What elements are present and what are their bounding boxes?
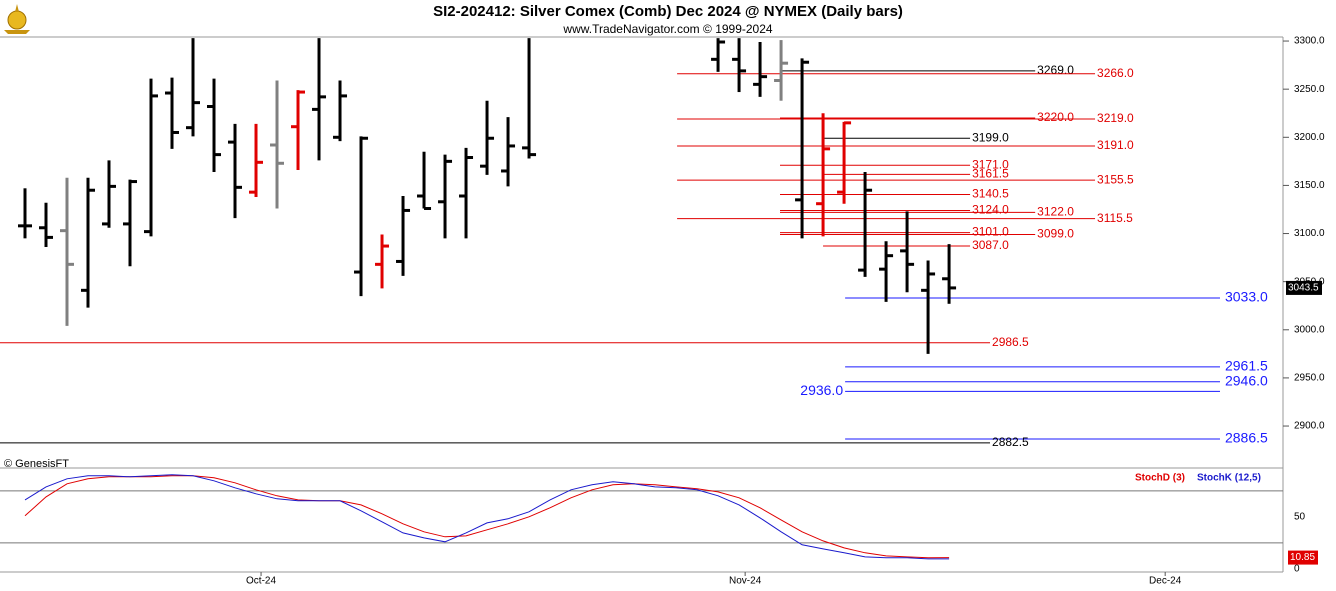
x-tick-label: Oct-24 xyxy=(246,576,276,587)
level-label: 3155.5 xyxy=(1097,172,1134,186)
level-label: 3161.5 xyxy=(972,167,1009,181)
annotation: © GenesisFT xyxy=(4,458,69,470)
y-tick-label: 3300.0 xyxy=(1294,36,1325,47)
y-tick-label: 50 xyxy=(1294,511,1306,522)
level-label: 3124.0 xyxy=(972,203,1009,217)
level-label: 3199.0 xyxy=(972,130,1009,144)
level-label: 2986.5 xyxy=(992,335,1029,349)
y-tick-label: 3250.0 xyxy=(1294,84,1325,95)
y-tick-label: 3000.0 xyxy=(1294,324,1325,335)
level-label: 3220.0 xyxy=(1037,110,1074,124)
x-tick-label: Nov-24 xyxy=(729,576,762,587)
level-label: 3269.0 xyxy=(1037,63,1074,77)
last-price-label: 3043.5 xyxy=(1288,283,1319,294)
level-label: 3099.0 xyxy=(1037,227,1074,241)
level-label: 2882.5 xyxy=(992,435,1029,449)
stoch-line xyxy=(24,475,950,559)
chart-subtitle: www.TradeNavigator.com © 1999-2024 xyxy=(562,22,772,36)
x-tick-label: Dec-24 xyxy=(1149,576,1182,587)
level-label: 2936.0 xyxy=(800,382,843,398)
level-label: 3171.0 xyxy=(972,157,1009,171)
level-label: 3266.0 xyxy=(1097,66,1134,80)
chart-title: SI2-202412: Silver Comex (Comb) Dec 2024… xyxy=(433,3,903,20)
level-label: 2886.5 xyxy=(1225,430,1268,446)
y-tick-label: 3150.0 xyxy=(1294,180,1325,191)
level-label: 3033.0 xyxy=(1225,289,1268,305)
level-label: 3101.0 xyxy=(972,225,1009,239)
y-tick-label: 2950.0 xyxy=(1294,373,1325,384)
last-value-label: 10.85 xyxy=(1290,552,1315,563)
level-label: 3219.0 xyxy=(1097,111,1134,125)
legend-entry: StochK (12,5) xyxy=(1197,473,1261,484)
y-tick-label: 3200.0 xyxy=(1294,132,1325,143)
stoch-line xyxy=(24,474,950,560)
level-label: 3140.5 xyxy=(972,187,1009,201)
level-label: 2961.5 xyxy=(1225,358,1268,374)
legend-entry: StochD (3) xyxy=(1135,473,1185,484)
level-label: 3087.0 xyxy=(972,238,1009,252)
logo xyxy=(4,4,30,34)
y-tick-label: 0 xyxy=(1294,564,1300,575)
y-tick-label: 3100.0 xyxy=(1294,228,1325,239)
level-label: 2946.0 xyxy=(1225,372,1268,388)
level-label: 3122.0 xyxy=(1037,205,1074,219)
last-price-box xyxy=(1286,280,1322,295)
level-label: 3191.0 xyxy=(1097,138,1134,152)
level-label: 3115.5 xyxy=(1097,211,1133,225)
y-tick-label: 2900.0 xyxy=(1294,421,1325,432)
last-value-box xyxy=(1288,550,1318,565)
